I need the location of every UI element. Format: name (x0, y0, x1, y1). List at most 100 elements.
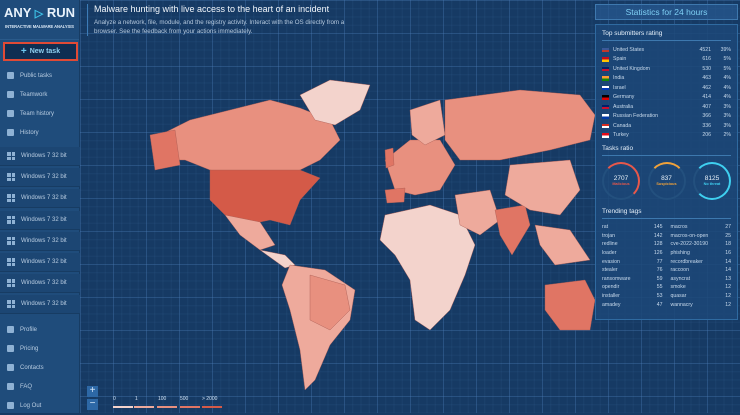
windows-icon (7, 215, 15, 224)
tag-count: 53 (656, 293, 663, 300)
world-map[interactable] (80, 0, 595, 413)
tag-item[interactable]: phishing 16 (671, 249, 732, 258)
nav-label: History (20, 129, 39, 136)
country-count: 463 (702, 75, 711, 82)
tasks-ratio: 2707 Malicious 837 Suspicious 8125 No threat (602, 162, 731, 200)
country-name: United States (613, 46, 645, 53)
submitter-row[interactable]: Canada 336 3% (602, 121, 731, 131)
map-country-india (494, 204, 531, 256)
sidebar-item-windows-task[interactable]: Windows 7 32 bit (0, 253, 80, 272)
submitter-row[interactable]: Australia 407 3% (602, 102, 731, 112)
flag-icon (602, 66, 609, 71)
sidebar-item-windows-task[interactable]: Windows 7 32 bit (0, 274, 80, 294)
zoom-in-button[interactable]: + (87, 386, 98, 397)
windows-icon (7, 236, 15, 245)
sidebar-item-profile[interactable]: Profile (0, 320, 80, 339)
submitter-row[interactable]: United States 4521 39% (602, 45, 731, 55)
sidebar-item-history[interactable]: History (0, 123, 80, 142)
tag-name: redline (602, 241, 618, 248)
sidebar-item-windows-task[interactable]: Windows 7 32 bit (0, 295, 80, 315)
logout-icon (7, 402, 14, 409)
legend-label: 1 (135, 396, 138, 402)
tag-count: 145 (653, 224, 663, 231)
cart-icon (7, 345, 14, 352)
map-country-mexico (224, 214, 276, 251)
tag-item[interactable]: stealer 76 (602, 266, 663, 275)
map-country-uk (384, 147, 395, 169)
zoom-out-button[interactable]: − (87, 399, 98, 410)
tag-item[interactable]: ransomware 59 (602, 275, 663, 284)
sidebar-item-windows-task[interactable]: Windows 7 32 bit (0, 231, 80, 251)
tag-item[interactable]: macros 27 (671, 223, 732, 232)
windows-icon (7, 279, 15, 288)
map-country-usa (209, 169, 321, 226)
tag-item[interactable]: quasar 12 (671, 292, 732, 301)
submitter-row[interactable]: United Kingdom 530 5% (602, 64, 731, 74)
nav-label: Public tasks (20, 72, 53, 79)
map-country-china (504, 159, 581, 216)
submitter-row[interactable]: Russian Federation 366 3% (602, 112, 731, 122)
flag-icon (602, 114, 609, 119)
sidebar-item-windows-task[interactable]: Windows 7 32 bit (0, 189, 80, 209)
sidebar-item-teamwork[interactable]: Teamwork (0, 85, 80, 104)
country-name: Germany (613, 94, 635, 101)
tag-item[interactable]: raccoon 14 (671, 266, 732, 275)
tag-count: 12 (725, 301, 731, 308)
tag-item[interactable]: rat 145 (602, 223, 663, 232)
submitter-row[interactable]: Turkey 206 2% (602, 131, 731, 141)
country-count: 206 (702, 132, 711, 139)
country-name: Russian Federation (613, 113, 658, 120)
flag-icon (602, 133, 609, 138)
tag-item[interactable]: amadey 47 (602, 300, 663, 309)
submitter-row[interactable]: Germany 414 4% (602, 93, 731, 103)
country-name: United Kingdom (613, 65, 650, 72)
tag-count: 128 (653, 241, 663, 248)
flag-icon (602, 123, 609, 128)
sidebar-item-faq[interactable]: FAQ (0, 377, 80, 396)
submitter-row[interactable]: Israel 462 4% (602, 83, 731, 93)
tag-item[interactable]: macros-on-open 25 (671, 232, 732, 241)
sidebar-item-pricing[interactable]: Pricing (0, 339, 80, 358)
tag-item[interactable]: redline 128 (602, 240, 663, 249)
sidebar-item-windows-task[interactable]: Windows 7 32 bit (0, 147, 80, 166)
tag-item[interactable]: wannacry 12 (671, 300, 732, 309)
country-name: Israel (613, 84, 626, 91)
tag-name: macros (670, 224, 688, 231)
tag-item[interactable]: smoke 12 (671, 283, 732, 292)
tag-name: wannacry (670, 301, 693, 308)
tag-item[interactable]: asyncrat 13 (671, 275, 732, 284)
tag-item[interactable]: installer 53 (602, 292, 663, 301)
tag-item[interactable]: opendir 55 (602, 283, 663, 292)
country-percent: 4% (723, 84, 732, 91)
tag-item[interactable]: loader 126 (602, 249, 663, 258)
sidebar-item-log-out[interactable]: Log Out (0, 396, 80, 415)
nav-label: Team history (20, 110, 55, 117)
sidebar-item-team-history[interactable]: Team history (0, 104, 80, 123)
tag-name: rat (602, 224, 609, 231)
submitter-row[interactable]: India 463 4% (602, 74, 731, 84)
submitter-row[interactable]: Spain 616 5% (602, 55, 731, 65)
country-count: 530 (702, 65, 711, 72)
ratio-value: 2707 (613, 175, 629, 182)
new-task-button[interactable]: + New task (3, 42, 78, 61)
legend-swatch (180, 406, 200, 408)
tag-item[interactable]: cve-2022-30190 18 (671, 240, 732, 249)
country-percent: 39% (720, 46, 731, 53)
ratio-value: 837 (661, 175, 672, 182)
logo[interactable]: ANY ▷ RUN INTERACTIVE MALWARE ANALYSIS (0, 0, 79, 40)
tag-item[interactable]: recordbreaker 14 (671, 257, 732, 266)
sidebar-item-public-tasks[interactable]: Public tasks (0, 66, 80, 85)
flag-icon (602, 76, 609, 81)
legend-label: 100 (158, 396, 167, 402)
sidebar-item-contacts[interactable]: Contacts (0, 358, 80, 377)
nav-label: Windows 7 32 bit (21, 301, 67, 308)
tag-count: 27 (725, 224, 731, 231)
submitters-list[interactable]: United States 4521 39% Spain 616 5% United Kin… (602, 45, 731, 140)
tag-item[interactable]: evasion 77 (602, 257, 663, 266)
tag-item[interactable]: trojan 142 (602, 232, 663, 241)
sidebar-item-windows-task[interactable]: Windows 7 32 bit (0, 168, 80, 188)
legend-swatch (202, 406, 222, 408)
ratio-label: No threat (703, 182, 721, 186)
sidebar-item-windows-task[interactable]: Windows 7 32 bit (0, 210, 80, 230)
map-country-russia (444, 89, 595, 161)
